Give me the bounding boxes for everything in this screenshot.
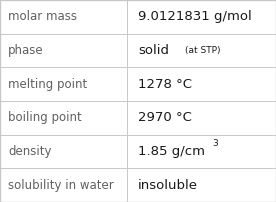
Text: 2970 °C: 2970 °C: [138, 111, 192, 124]
Text: solid: solid: [138, 44, 169, 57]
Text: molar mass: molar mass: [8, 10, 77, 23]
Text: phase: phase: [8, 44, 44, 57]
Text: 3: 3: [212, 139, 218, 148]
Text: melting point: melting point: [8, 78, 87, 91]
Text: 9.0121831 g/mol: 9.0121831 g/mol: [138, 10, 252, 23]
Text: boiling point: boiling point: [8, 111, 82, 124]
Text: insoluble: insoluble: [138, 179, 198, 192]
Text: 1278 °C: 1278 °C: [138, 78, 192, 91]
Text: solubility in water: solubility in water: [8, 179, 114, 192]
Text: (at STP): (at STP): [185, 46, 221, 55]
Text: density: density: [8, 145, 52, 158]
Text: 1.85 g/cm: 1.85 g/cm: [138, 145, 205, 158]
